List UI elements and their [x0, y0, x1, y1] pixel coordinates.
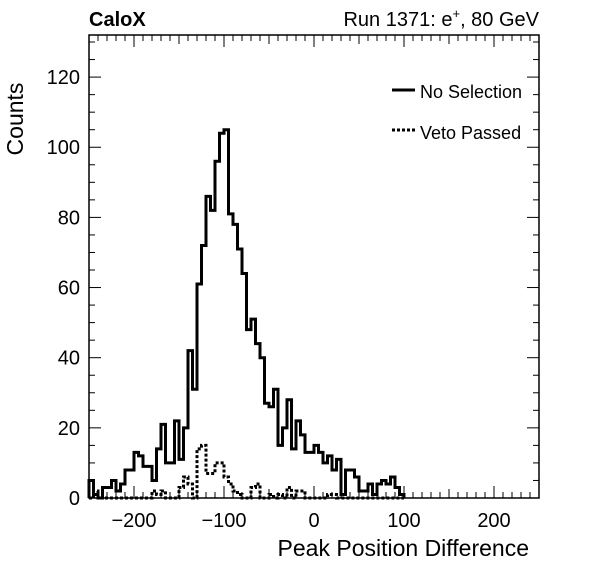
x-tick-label: 0 — [308, 510, 319, 532]
x-tick-label: −200 — [111, 510, 156, 532]
run-info-suffix: , 80 GeV — [460, 9, 540, 31]
run-info-superscript: + — [452, 6, 460, 21]
x-tick-label: 100 — [387, 510, 420, 532]
y-tick-label: 20 — [58, 418, 80, 440]
run-info-label: Run 1371: e+, 80 GeV — [343, 6, 539, 31]
x-tick-label: 200 — [477, 510, 510, 532]
y-tick-label: 120 — [47, 67, 80, 89]
x-axis-title: Peak Position Difference — [278, 535, 529, 561]
y-tick-label: 60 — [58, 278, 80, 300]
legend-label-veto-passed: Veto Passed — [420, 123, 521, 143]
y-axis-title: Counts — [2, 83, 28, 156]
y-tick-label: 40 — [58, 348, 80, 370]
series-no-selection — [87, 128, 406, 500]
legend: No Selection Veto Passed — [392, 82, 522, 143]
experiment-label: CaloX — [89, 9, 146, 31]
y-tick-label: 80 — [58, 207, 80, 229]
y-tick-label: 100 — [47, 137, 80, 159]
plot-frame — [88, 34, 540, 499]
run-info-prefix: Run 1371: e — [343, 9, 452, 31]
x-tick-label: −100 — [201, 510, 246, 532]
legend-label-no-selection: No Selection — [420, 82, 522, 102]
y-tick-label: 0 — [69, 488, 80, 510]
